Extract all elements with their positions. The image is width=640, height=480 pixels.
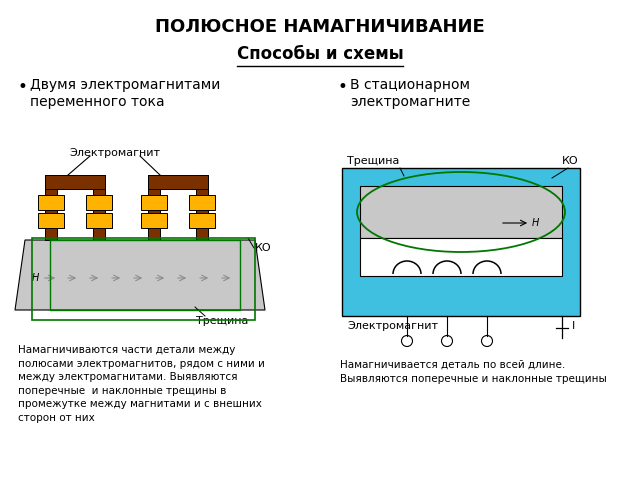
Text: H: H [32,273,40,283]
Bar [360,186,562,238]
Text: В стационарном
электромагните: В стационарном электромагните [350,78,470,109]
Text: •: • [18,78,28,96]
Bar [189,213,215,228]
Text: I: I [572,321,575,331]
Bar [141,213,167,228]
Bar [148,175,160,240]
Bar [342,168,580,316]
Text: Намагничивается деталь по всей длине.
Выявляются поперечные и наклонные трещины: Намагничивается деталь по всей длине. Вы… [340,360,607,384]
Text: Электромагнит: Электромагнит [347,321,438,331]
Bar [38,195,64,210]
Text: H: H [532,218,540,228]
Text: Способы и схемы: Способы и схемы [237,45,403,63]
Text: •: • [338,78,348,96]
Text: КО: КО [562,156,579,166]
Text: Трещина: Трещина [196,316,248,326]
Bar [196,175,208,240]
Bar [45,175,105,189]
Bar [38,213,64,228]
Text: КО: КО [255,243,271,253]
Polygon shape [15,240,265,310]
Text: Двумя электромагнитами
переменного тока: Двумя электромагнитами переменного тока [30,78,220,109]
Bar [360,238,562,276]
Bar [86,195,112,210]
Bar [148,175,208,189]
Text: Трещина: Трещина [347,156,399,166]
Bar [45,175,57,240]
Bar [86,213,112,228]
Text: ПОЛЮСНОЕ НАМАГНИЧИВАНИЕ: ПОЛЮСНОЕ НАМАГНИЧИВАНИЕ [155,18,485,36]
Text: Электромагнит: Электромагнит [70,148,161,158]
Bar [189,195,215,210]
Text: Намагничиваются части детали между
полюсами электромагнитов, рядом с ними и
межд: Намагничиваются части детали между полюс… [18,345,265,423]
Bar [141,195,167,210]
Bar [93,175,105,240]
